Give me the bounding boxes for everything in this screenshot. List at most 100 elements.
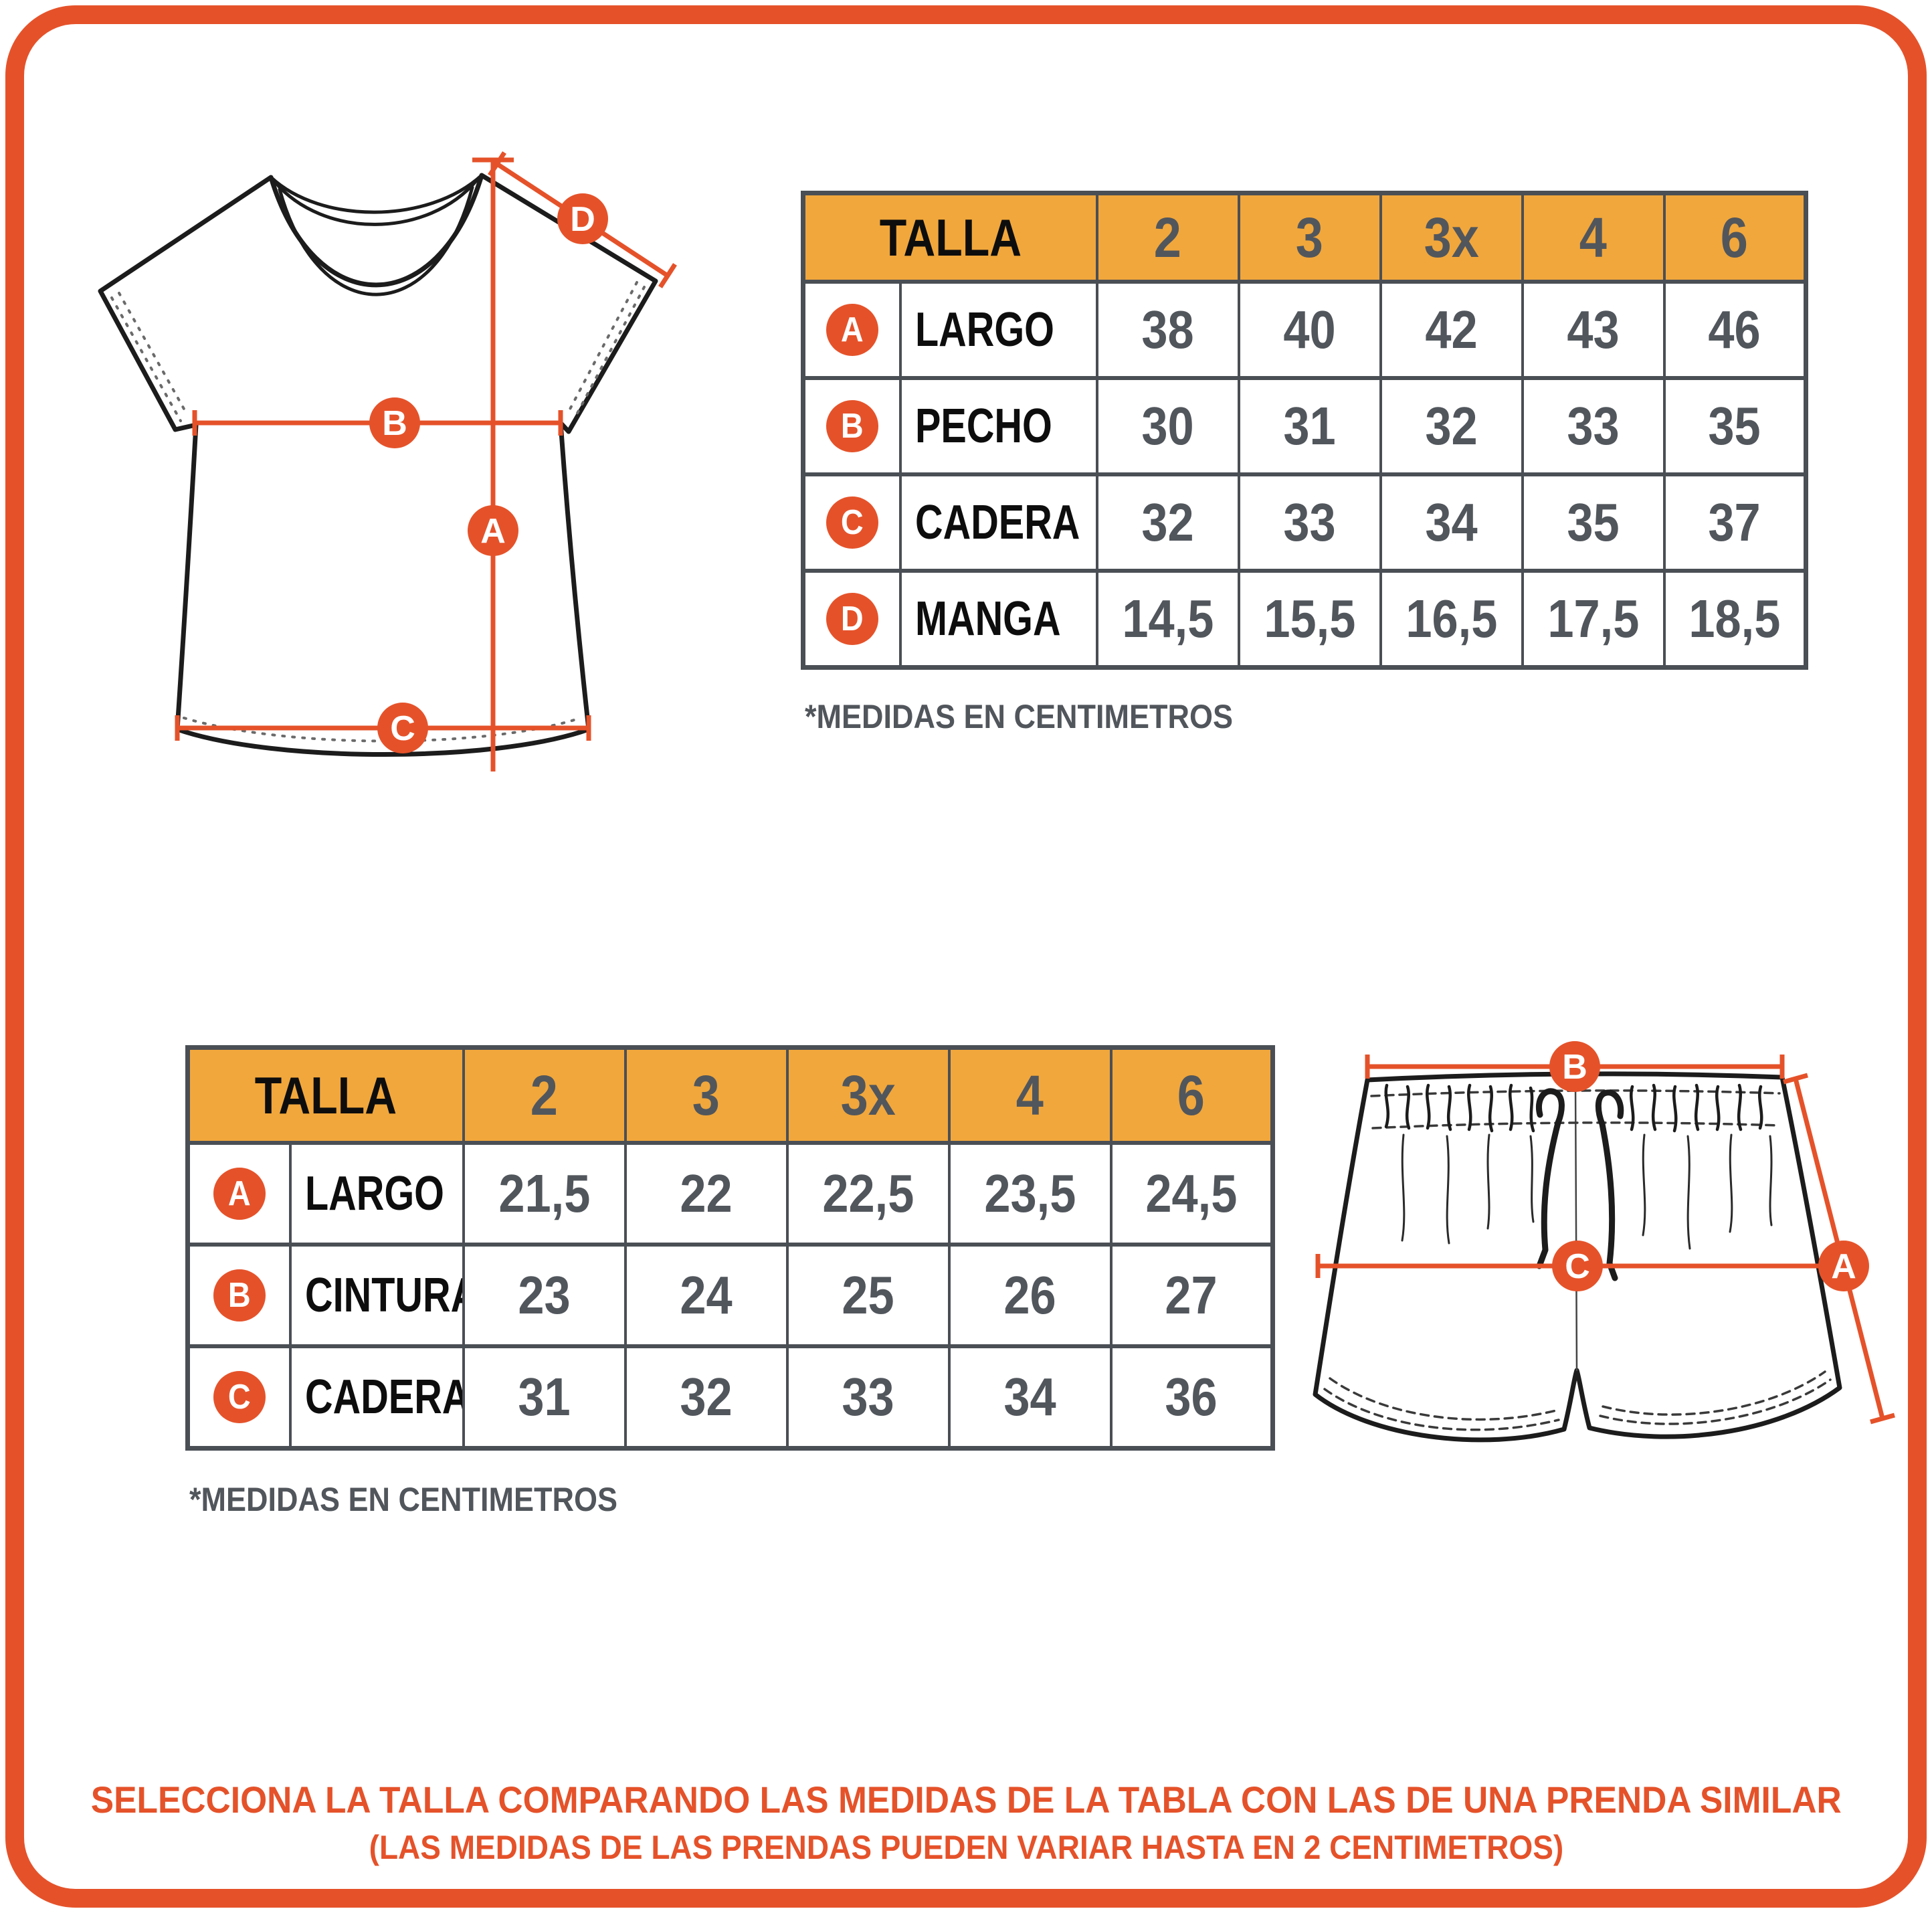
hem-stitch-left-2 <box>1329 1377 1557 1421</box>
marker-letter-a: A <box>480 512 506 551</box>
drawstring <box>1536 1088 1624 1281</box>
value-cell: 33 <box>785 1344 951 1451</box>
footer-line-2: (LAS MEDIDAS DE LAS PRENDAS PUEDEN VARIA… <box>369 1829 1563 1866</box>
units-note-shirt: *MEDIDAS EN CENTIMETROS <box>805 698 1234 735</box>
value-cell: 14,5 <box>1095 569 1240 670</box>
marker-letter-a: A <box>1831 1247 1856 1286</box>
value-cell: 23,5 <box>947 1141 1113 1247</box>
value-cell: 32 <box>1095 472 1240 573</box>
marker-letter-b: B <box>1562 1048 1587 1087</box>
header-cell-size-6: 6 <box>1109 1045 1274 1145</box>
marker-badge-c <box>1552 1241 1603 1291</box>
tshirt-measurements: B A C D <box>175 151 677 771</box>
value-cell: 17,5 <box>1521 569 1666 670</box>
value-cell: 42 <box>1379 280 1524 380</box>
row-label: LARGO <box>288 1141 465 1247</box>
row-label: CADERA <box>898 472 1098 573</box>
fabric-folds <box>1401 1133 1773 1250</box>
header-cell-talla: TALLA <box>801 191 1098 284</box>
hem-stitch-right-1 <box>1599 1378 1832 1425</box>
table-row-largo: A LARGO 21,5 22 22,5 23,5 24,5 <box>186 1141 1274 1247</box>
header-cell-talla: TALLA <box>186 1045 465 1145</box>
tshirt-backneck-1 <box>269 173 484 214</box>
header-cell-size-2: 2 <box>462 1045 627 1145</box>
value-cell: 38 <box>1095 280 1240 380</box>
header-cell-size-3x: 3x <box>785 1045 951 1145</box>
value-cell: 33 <box>1521 376 1666 476</box>
row-badge: A <box>213 1168 266 1220</box>
tshirt-right-sleeve-stitch <box>573 286 646 420</box>
value-cell: 22 <box>623 1141 789 1247</box>
tshirt-collar-inner <box>278 185 474 296</box>
tshirt-diagram: B A C D <box>98 151 677 771</box>
badge-cell: A <box>186 1141 292 1247</box>
row-badge: C <box>213 1371 266 1423</box>
value-cell: 21,5 <box>462 1141 627 1247</box>
value-cell: 24,5 <box>1109 1141 1274 1247</box>
badge-cell: C <box>186 1344 292 1451</box>
table-row-cadera: C CADERA 31 32 33 34 36 <box>186 1344 1274 1451</box>
tshirt-left-sleeve-stitch2 <box>118 292 189 416</box>
shirt-table-header-row: TALLA 2 3 3x 4 6 <box>801 191 1808 284</box>
row-badge: C <box>826 496 878 549</box>
shorts-measurements: B A C <box>1315 1041 1895 1425</box>
header-cell-size-6: 6 <box>1662 191 1808 284</box>
footer-line-1: SELECCIONA LA TALLA COMPARANDO LAS MEDID… <box>90 1779 1842 1821</box>
value-cell: 26 <box>947 1243 1113 1348</box>
header-cell-size-3: 3 <box>1237 191 1382 284</box>
value-cell: 33 <box>1237 472 1382 573</box>
shorts-size-table: TALLA 2 3 3x 4 6 A LARGO 21,5 22 22,5 23… <box>185 1045 1275 1451</box>
value-cell: 31 <box>1237 376 1382 476</box>
shorts-table-header-row: TALLA 2 3 3x 4 6 <box>186 1045 1274 1145</box>
marker-letter-b: B <box>382 404 407 443</box>
row-badge: B <box>826 400 878 452</box>
value-cell: 34 <box>1379 472 1524 573</box>
value-cell: 37 <box>1662 472 1808 573</box>
row-label: LARGO <box>898 280 1098 380</box>
tshirt-left-sleeve-stitch <box>110 296 182 422</box>
badge-cell: A <box>801 280 902 380</box>
value-cell: 35 <box>1521 472 1666 573</box>
tshirt-outline <box>98 173 658 757</box>
shirt-size-table: TALLA 2 3 3x 4 6 A LARGO 38 40 42 43 46 … <box>801 191 1808 670</box>
badge-cell: D <box>801 569 902 670</box>
value-cell: 34 <box>947 1344 1113 1451</box>
value-cell: 27 <box>1109 1243 1274 1348</box>
hem-stitch-right-2 <box>1602 1370 1826 1416</box>
tshirt-backneck-2 <box>273 178 479 226</box>
value-cell: 32 <box>623 1344 789 1451</box>
table-row-cintura: B CINTURA 23 24 25 26 27 <box>186 1243 1274 1348</box>
row-badge: B <box>213 1269 266 1322</box>
marker-badge-b <box>1549 1041 1600 1092</box>
marker-badge-a <box>468 505 518 556</box>
value-cell: 43 <box>1521 280 1666 380</box>
tshirt-drawing <box>98 173 658 757</box>
badge-cell: C <box>801 472 902 573</box>
marker-badge-d <box>557 193 608 244</box>
measure-tick-a-top <box>1783 1073 1808 1085</box>
measure-tick-a-bottom <box>1870 1413 1895 1425</box>
row-badge: A <box>826 304 878 356</box>
page-border <box>5 5 1927 1908</box>
row-label: MANGA <box>898 569 1098 670</box>
badge-cell: B <box>801 376 902 476</box>
marker-badge-a <box>1818 1241 1869 1291</box>
value-cell: 40 <box>1237 280 1382 380</box>
footer-instructions: SELECCIONA LA TALLA COMPARANDO LAS MEDID… <box>0 1779 1932 1866</box>
header-cell-size-4: 4 <box>1521 191 1666 284</box>
row-label: PECHO <box>898 376 1098 476</box>
waistband-gathers <box>1384 1083 1763 1133</box>
value-cell: 16,5 <box>1379 569 1524 670</box>
units-note-shorts: *MEDIDAS EN CENTIMETROS <box>189 1481 618 1518</box>
header-cell-size-3: 3 <box>623 1045 789 1145</box>
value-cell: 32 <box>1379 376 1524 476</box>
value-cell: 18,5 <box>1662 569 1808 670</box>
shorts-center-seam <box>1574 1080 1578 1372</box>
marker-badge-b <box>369 397 420 448</box>
value-cell: 35 <box>1662 376 1808 476</box>
value-cell: 15,5 <box>1237 569 1382 670</box>
header-cell-size-3x: 3x <box>1379 191 1524 284</box>
table-row-cadera: C CADERA 32 33 34 35 37 <box>801 472 1808 573</box>
header-cell-size-4: 4 <box>947 1045 1113 1145</box>
